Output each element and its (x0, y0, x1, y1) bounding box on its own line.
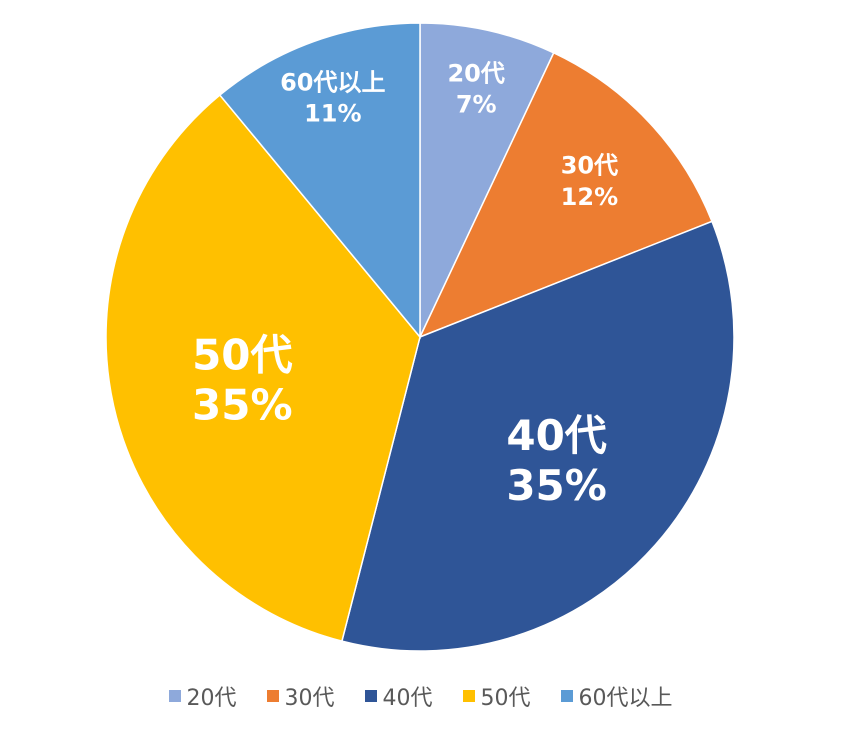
legend-item-3: 50代 (462, 680, 531, 712)
legend-label: 20代 (186, 686, 237, 711)
legend-label: 30代 (284, 686, 335, 711)
legend-swatch (266, 690, 279, 702)
legend-swatch (364, 690, 377, 702)
slice-category-label-0: 20代 (447, 60, 504, 88)
slice-category-label-3: 50代 (192, 330, 292, 379)
legend-item-0: 20代 (168, 680, 237, 712)
slice-value-label-3: 35% (192, 381, 293, 430)
legend-label: 50代 (480, 686, 531, 711)
legend-item-2: 40代 (364, 680, 433, 712)
legend-item-4: 60代以上 (560, 680, 673, 712)
slice-value-label-2: 35% (506, 461, 607, 510)
legend-swatch (168, 690, 181, 702)
pie-slice-0 (419, 22, 555, 338)
slice-category-label-4: 60代以上 (280, 69, 385, 97)
legend-label: 60代以上 (578, 686, 673, 711)
pie-slices (105, 22, 735, 652)
legend-label: 40代 (382, 686, 433, 711)
chart-legend: 20代 30代 40代 50代 60代以上 (0, 680, 841, 712)
slice-category-label-1: 30代 (561, 152, 618, 180)
pie-slice-3 (105, 94, 421, 643)
slice-value-label-1: 12% (561, 183, 618, 211)
slice-category-label-2: 40代 (506, 411, 606, 460)
slice-value-label-4: 11% (304, 100, 361, 128)
pie-slice-1 (418, 51, 713, 339)
legend-item-1: 30代 (266, 680, 335, 712)
legend-swatch (462, 690, 475, 702)
slice-value-label-0: 7% (456, 91, 497, 119)
pie-slice-2 (340, 220, 735, 652)
pie-slice-4 (218, 22, 421, 340)
legend-swatch (560, 690, 573, 702)
